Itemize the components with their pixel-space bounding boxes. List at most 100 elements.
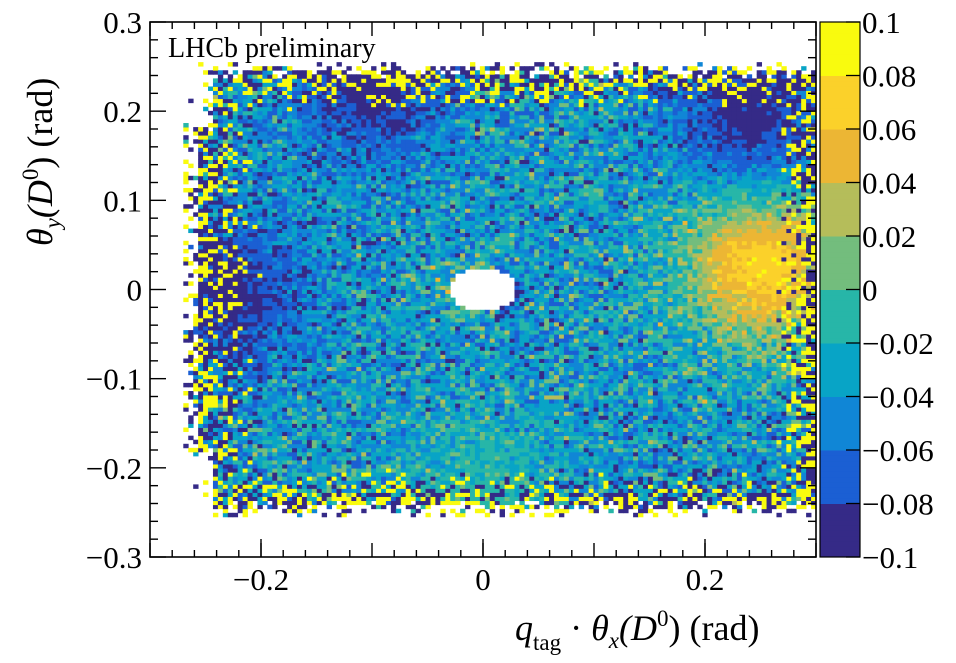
heatmap-cell <box>208 301 214 307</box>
heatmap-cell <box>361 313 367 319</box>
heatmap-cell <box>336 224 342 229</box>
heatmap-cell <box>252 179 258 185</box>
heatmap-cell <box>222 301 229 307</box>
heatmap-cell <box>237 305 244 311</box>
heatmap-cell <box>381 208 387 213</box>
heatmap-cell <box>296 386 303 392</box>
heatmap-cell <box>356 431 362 437</box>
heatmap-cell <box>232 228 239 234</box>
heatmap-cell <box>212 313 219 319</box>
heatmap-cell <box>381 305 387 311</box>
heatmap-cell <box>301 102 308 108</box>
heatmap-cell <box>232 171 239 177</box>
heatmap-cell <box>272 171 278 177</box>
heatmap-cell <box>346 127 352 132</box>
heatmap-cell <box>341 415 347 420</box>
heatmap-cell <box>287 419 293 424</box>
heatmap-cell <box>336 281 342 286</box>
heatmap-cell <box>405 224 412 229</box>
heatmap-cell <box>366 488 372 493</box>
heatmap-cell <box>311 200 318 205</box>
heatmap-cell <box>217 374 224 380</box>
heatmap-cell <box>395 208 402 213</box>
heatmap-cell <box>301 236 308 242</box>
heatmap-cell <box>326 504 332 510</box>
heatmap-cell <box>366 439 372 445</box>
heatmap-cell <box>292 244 298 250</box>
heatmap-cell <box>301 204 308 209</box>
heatmap-cell <box>331 395 337 400</box>
heatmap-cell <box>381 374 387 380</box>
heatmap-cell <box>371 143 377 148</box>
heatmap-cell <box>316 78 323 83</box>
heatmap-cell <box>385 216 392 221</box>
heatmap-cell <box>287 123 293 128</box>
heatmap-cell <box>222 179 229 185</box>
heatmap-cell <box>272 94 278 100</box>
heatmap-cell <box>198 244 204 250</box>
heatmap-cell <box>198 423 204 428</box>
heatmap-cell <box>296 261 303 266</box>
heatmap-cell <box>198 192 204 197</box>
heatmap-cell <box>232 370 239 376</box>
heatmap-cell <box>420 374 426 380</box>
heatmap-cell <box>331 163 337 169</box>
heatmap-cell <box>410 216 417 221</box>
heatmap-cell <box>287 411 293 416</box>
heatmap-cell <box>351 277 357 282</box>
heatmap-cell <box>301 131 308 136</box>
heatmap-cell <box>247 472 253 477</box>
heatmap-cell <box>272 455 278 461</box>
heatmap-cell <box>356 330 362 335</box>
heatmap-cell <box>351 212 357 217</box>
heatmap-cell <box>410 139 417 144</box>
heatmap-cell <box>385 192 392 197</box>
heatmap-cell <box>376 192 382 197</box>
heatmap-cell <box>356 106 362 112</box>
heatmap-cell <box>277 171 283 177</box>
heatmap-cell <box>361 212 367 217</box>
heatmap-cell <box>405 447 412 453</box>
heatmap-cell <box>405 403 412 408</box>
heatmap-cell <box>311 179 318 185</box>
heatmap-cell <box>282 346 288 351</box>
heatmap-cell <box>277 472 283 477</box>
heatmap-cell <box>376 147 382 152</box>
heatmap-cell <box>400 443 407 449</box>
heatmap-cell <box>311 378 318 384</box>
heatmap-cell <box>366 443 372 449</box>
heatmap-cell <box>371 350 377 355</box>
heatmap-cell <box>331 94 337 100</box>
heatmap-cell <box>282 350 288 355</box>
heatmap-cell <box>326 127 332 132</box>
heatmap-cell <box>326 403 332 408</box>
heatmap-cell <box>301 228 308 234</box>
heatmap-cell <box>227 301 234 307</box>
heatmap-cell <box>390 419 397 424</box>
heatmap-cell <box>217 183 224 189</box>
heatmap-cell <box>390 212 397 217</box>
heatmap-cell <box>267 399 273 404</box>
heatmap-cell <box>356 354 362 359</box>
heatmap-cell <box>410 419 417 424</box>
heatmap-cell <box>400 468 407 473</box>
heatmap-cell <box>376 228 382 234</box>
heatmap-cell <box>371 106 377 112</box>
heatmap-cell <box>376 269 382 274</box>
heatmap-cell <box>385 196 392 201</box>
heatmap-cell <box>232 212 239 217</box>
heatmap-cell <box>376 350 382 355</box>
heatmap-cell <box>232 309 239 315</box>
heatmap-cell <box>188 415 194 420</box>
heatmap-cell <box>212 423 219 428</box>
heatmap-cell <box>217 70 224 75</box>
heatmap-cell <box>366 232 372 238</box>
heatmap-cell <box>292 110 298 116</box>
heatmap-cell <box>331 464 337 469</box>
heatmap-cell <box>212 175 219 181</box>
heatmap-cell <box>306 301 313 307</box>
heatmap-cell <box>376 504 382 510</box>
heatmap-cell <box>366 94 372 100</box>
heatmap-cell <box>232 123 239 128</box>
heatmap-cell <box>272 326 278 331</box>
